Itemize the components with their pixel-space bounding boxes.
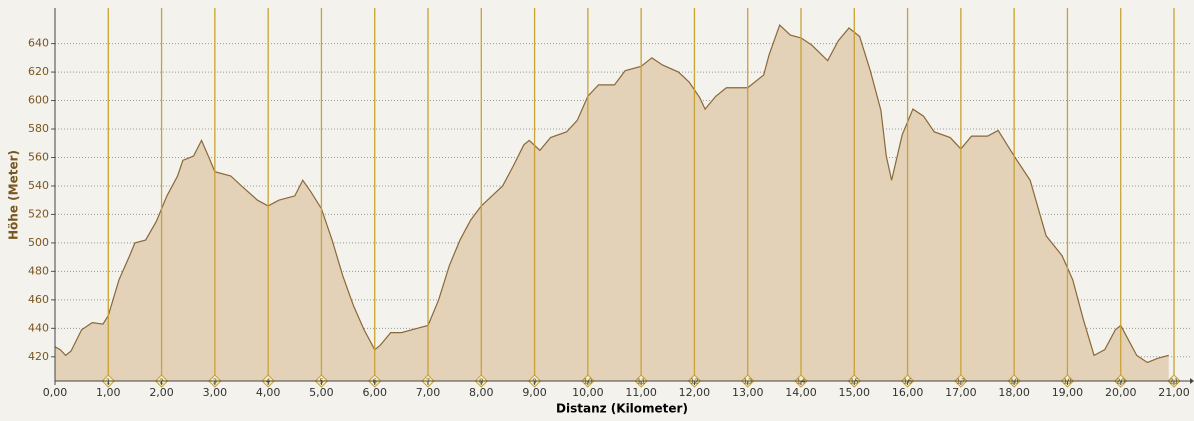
y-tick-label: 640 bbox=[28, 37, 49, 50]
x-tick-label: 9,00 bbox=[522, 386, 547, 399]
x-tick-label: 14,00 bbox=[785, 386, 817, 399]
x-tick-label: 2,00 bbox=[149, 386, 174, 399]
x-tick-label: 16,00 bbox=[892, 386, 924, 399]
y-tick-label: 560 bbox=[28, 150, 49, 163]
x-tick-label: 0,00 bbox=[43, 386, 68, 399]
x-tick-label: 8,00 bbox=[469, 386, 494, 399]
y-tick-label: 480 bbox=[28, 264, 49, 277]
y-tick-label: 600 bbox=[28, 94, 49, 107]
x-tick-label: 13,00 bbox=[732, 386, 764, 399]
x-tick-label: 4,00 bbox=[256, 386, 281, 399]
x-axis-arrow bbox=[1190, 378, 1194, 384]
x-tick-label: 7,00 bbox=[416, 386, 441, 399]
x-tick-label: 6,00 bbox=[362, 386, 387, 399]
y-tick-label: 580 bbox=[28, 122, 49, 135]
x-axis-label: Distanz (Kilometer) bbox=[556, 402, 688, 416]
x-tick-label: 19,00 bbox=[1052, 386, 1084, 399]
area-fill bbox=[55, 25, 1169, 381]
x-tick-label: 18,00 bbox=[998, 386, 1030, 399]
y-tick-label: 460 bbox=[28, 293, 49, 306]
elevation-line bbox=[54, 24, 1169, 364]
y-tick-label: 420 bbox=[28, 350, 49, 363]
x-tick-label: 21,00 bbox=[1158, 386, 1190, 399]
y-tick-label: 620 bbox=[28, 65, 49, 78]
x-tick-label: 3,00 bbox=[203, 386, 228, 399]
x-tick-label: 11,00 bbox=[625, 386, 657, 399]
x-tick-label: 10,00 bbox=[572, 386, 604, 399]
x-tick-label: 17,00 bbox=[945, 386, 977, 399]
x-tick-label: 1,00 bbox=[96, 386, 121, 399]
y-tick-label: 440 bbox=[28, 321, 49, 334]
x-tick-label: 20,00 bbox=[1105, 386, 1137, 399]
y-tick-label: 520 bbox=[28, 207, 49, 220]
x-tick-label: 12,00 bbox=[679, 386, 711, 399]
x-tick-label: 15,00 bbox=[839, 386, 871, 399]
y-axis-label: Höhe (Meter) bbox=[7, 150, 21, 240]
y-tick-label: 500 bbox=[28, 236, 49, 249]
x-tick-label: 5,00 bbox=[309, 386, 334, 399]
y-tick-label: 540 bbox=[28, 179, 49, 192]
